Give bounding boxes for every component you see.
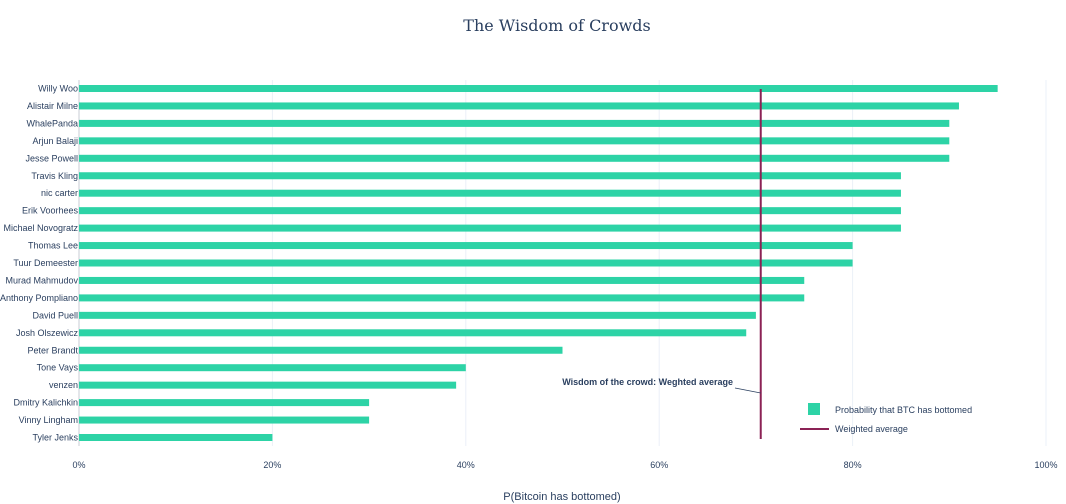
x-tick-label: 80% [844,460,862,470]
chart-title: The Wisdom of Crowds [463,16,650,35]
bar [79,311,756,319]
bar [79,172,901,180]
bar [79,224,901,232]
x-tick-label: 0% [72,460,85,470]
y-tick-label: Erik Voorhees [22,206,79,216]
bar [79,242,853,250]
x-axis-ticks: 0% 20% 40% 60% 80% 100% [72,460,1057,470]
bars [79,85,998,441]
y-tick-label: Willy Woo [38,84,78,94]
y-tick-label: Tone Vays [37,363,79,373]
x-tick-label: 40% [457,460,475,470]
bar [79,381,457,389]
bar [79,329,747,337]
y-tick-label: Tuur Demeester [13,258,78,268]
y-tick-label: Arjun Balaji [32,136,78,146]
y-tick-label: WhalePanda [26,118,78,128]
bar [79,399,370,407]
y-tick-label: Jesse Powell [25,153,78,163]
y-tick-label: Peter Brandt [27,345,78,355]
y-tick-label: Vinny Lingham [19,415,78,425]
y-tick-label: Anthony Pompliano [0,293,78,303]
annotation-text: Wisdom of the crowd: Weghted average [562,377,733,387]
y-tick-label: Dmitry Kalichkin [13,398,78,408]
bar [79,137,950,145]
bar [79,346,563,354]
legend-swatch-bars [808,403,820,415]
bar [79,189,901,197]
x-tick-label: 60% [650,460,668,470]
bar [79,294,805,302]
y-tick-label: Murad Mahmudov [5,275,78,285]
x-tick-label: 20% [263,460,281,470]
y-tick-label: Michael Novogratz [3,223,78,233]
y-tick-label: David Puell [32,310,78,320]
y-tick-label: venzen [49,380,78,390]
annotation-arrow [734,387,761,394]
bar [79,207,901,215]
legend-label-bars: Probability that BTC has bottomed [835,405,972,415]
y-tick-label: Alistair Milne [27,101,78,111]
y-tick-label: Thomas Lee [28,241,78,251]
y-axis-labels: Willy Woo Alistair Milne WhalePanda Arjun B… [0,84,79,443]
x-tick-label: 100% [1034,460,1057,470]
bar [79,364,466,372]
bar [79,276,805,284]
bar [79,119,950,127]
y-tick-label: Josh Olszewicz [16,328,79,338]
bar [79,85,998,92]
legend: Probability that BTC has bottomed Weight… [800,403,972,434]
bar [79,154,950,162]
bar [79,102,959,110]
x-axis-title: P(Bitcoin has bottomed) [503,491,620,503]
bar [79,416,370,424]
bar [79,259,853,267]
y-tick-label: Tyler Jenks [32,433,78,443]
bar [79,434,273,441]
y-tick-label: Travis Kling [31,171,78,181]
y-tick-label: nic carter [41,188,78,198]
legend-label-line: Weighted average [835,424,908,434]
